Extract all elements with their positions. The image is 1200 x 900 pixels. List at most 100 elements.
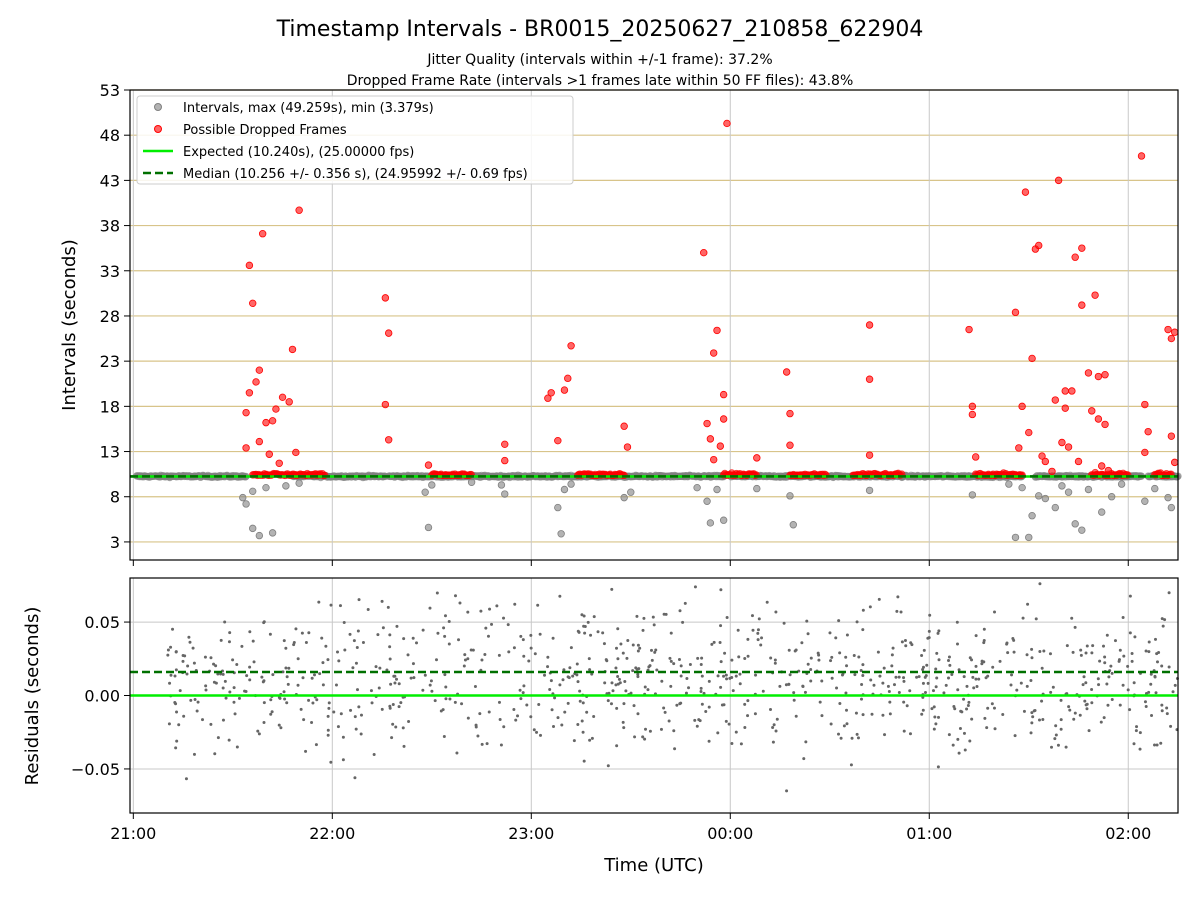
residual-point <box>1026 602 1030 606</box>
residual-point <box>262 701 266 705</box>
residual-point <box>522 654 526 658</box>
residual-point <box>1099 720 1103 724</box>
dropped-point <box>1170 328 1179 336</box>
residual-point <box>761 689 765 693</box>
residual-point <box>959 709 963 713</box>
residual-point <box>947 733 951 737</box>
residual-point <box>457 638 461 642</box>
residual-point <box>558 594 562 598</box>
dropped-point <box>700 248 708 257</box>
residual-point <box>768 707 772 711</box>
residual-point <box>395 677 399 681</box>
residual-point <box>804 740 808 744</box>
residual-point <box>585 710 589 714</box>
residual-point <box>610 587 614 591</box>
residual-point <box>1087 729 1091 733</box>
residual-point <box>1079 648 1083 652</box>
interval-point <box>249 487 257 496</box>
residual-point <box>1128 594 1132 598</box>
residual-point <box>1059 718 1063 722</box>
residual-point <box>529 633 533 637</box>
residual-point <box>1149 672 1153 676</box>
residual-point <box>800 641 804 645</box>
residual-point <box>746 637 750 641</box>
residual-point <box>278 696 282 700</box>
dropped-point <box>1021 188 1030 196</box>
residual-point <box>1126 688 1130 692</box>
residual-point <box>631 643 635 647</box>
residual-point <box>719 624 723 628</box>
residual-point <box>934 667 938 671</box>
residual-point <box>993 727 997 731</box>
residual-point <box>737 655 741 659</box>
residual-point <box>497 653 501 657</box>
residual-point <box>518 688 522 692</box>
residual-point <box>931 689 935 693</box>
residual-point <box>558 683 562 687</box>
dropped-point <box>716 442 725 450</box>
dropped-point <box>268 417 277 425</box>
residual-point <box>1048 652 1052 656</box>
residual-point <box>1109 664 1113 668</box>
residual-point <box>245 674 249 678</box>
residual-point <box>421 688 425 692</box>
dropped-point <box>544 394 552 402</box>
residual-point <box>990 702 994 706</box>
residual-point <box>499 743 503 747</box>
residual-point <box>556 716 560 720</box>
residual-point <box>187 635 191 639</box>
residual-point <box>809 679 813 683</box>
residual-point <box>785 789 789 793</box>
residuals-y-tick-label: 0.00 <box>84 687 120 706</box>
interval-point <box>1084 485 1093 494</box>
residual-point <box>727 722 731 726</box>
residual-point <box>339 712 343 716</box>
residual-point <box>861 663 865 667</box>
residual-point <box>177 723 181 727</box>
residual-point <box>1130 659 1134 663</box>
residual-point <box>788 673 792 677</box>
residual-point <box>474 723 478 727</box>
residual-point <box>809 656 813 660</box>
residual-point <box>1132 681 1136 685</box>
residual-point <box>257 732 261 736</box>
residual-point <box>673 747 677 751</box>
residual-point <box>1009 683 1013 687</box>
dropped-point <box>1094 415 1103 423</box>
interval-point <box>1117 480 1126 488</box>
residual-point <box>1169 724 1173 728</box>
residual-point <box>195 709 199 713</box>
residual-point <box>332 710 336 714</box>
residual-point <box>192 661 196 665</box>
residual-point <box>566 675 570 679</box>
interval-point <box>467 478 476 486</box>
dropped-point <box>554 436 562 445</box>
residual-point <box>712 640 716 644</box>
residual-point <box>921 665 925 669</box>
intervals-y-tick-label: 18 <box>100 397 120 416</box>
residual-point <box>299 707 303 711</box>
dropped-point <box>1101 371 1109 379</box>
residual-point <box>521 638 525 642</box>
residual-point <box>870 712 874 716</box>
dropped-point <box>255 366 264 374</box>
residual-point <box>616 657 620 661</box>
residual-point <box>849 763 853 767</box>
residual-point <box>480 658 484 662</box>
interval-point <box>1107 493 1116 501</box>
residual-point <box>801 684 805 688</box>
residual-point <box>746 699 750 703</box>
residual-point <box>968 739 972 743</box>
dropped-point <box>1088 407 1096 415</box>
dropped-point <box>285 398 293 406</box>
residual-point <box>679 701 683 705</box>
residual-point <box>624 689 628 693</box>
dropped-point <box>384 436 393 444</box>
residual-point <box>890 664 894 668</box>
intervals-y-tick-label: 3 <box>110 533 120 552</box>
residual-point <box>1038 582 1042 586</box>
residual-point <box>326 728 330 732</box>
legend-marker-intervals <box>154 103 162 111</box>
interval-point <box>1028 512 1036 520</box>
residual-point <box>502 616 506 620</box>
